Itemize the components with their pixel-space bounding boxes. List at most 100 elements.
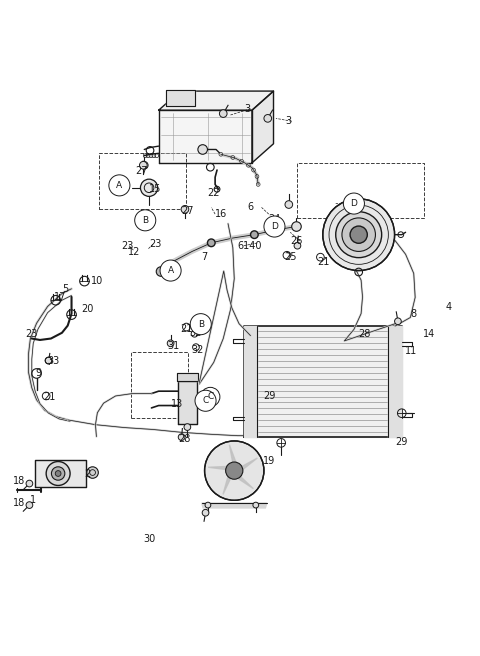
Circle shape — [285, 201, 293, 209]
Circle shape — [205, 502, 211, 508]
Text: 29: 29 — [396, 437, 408, 447]
Text: 21: 21 — [43, 392, 55, 402]
Circle shape — [253, 502, 259, 508]
Circle shape — [350, 226, 367, 243]
Polygon shape — [166, 90, 194, 106]
Circle shape — [395, 318, 401, 325]
Text: D: D — [271, 222, 278, 231]
Polygon shape — [244, 326, 257, 437]
Text: 8: 8 — [410, 308, 416, 319]
Text: 32: 32 — [190, 328, 202, 338]
Polygon shape — [229, 445, 237, 470]
Polygon shape — [359, 213, 387, 256]
Circle shape — [195, 390, 216, 411]
Polygon shape — [234, 458, 257, 470]
Circle shape — [190, 314, 211, 335]
Polygon shape — [234, 470, 253, 489]
Text: 1: 1 — [30, 495, 36, 505]
Text: D: D — [350, 199, 357, 208]
Circle shape — [181, 205, 189, 213]
Polygon shape — [202, 503, 267, 508]
Circle shape — [226, 462, 243, 480]
Text: 3: 3 — [286, 116, 291, 126]
Text: 25: 25 — [284, 252, 297, 262]
Text: 24: 24 — [269, 214, 281, 224]
Text: 10: 10 — [91, 276, 103, 286]
Polygon shape — [244, 326, 402, 437]
Text: A: A — [116, 181, 122, 190]
Text: B: B — [142, 216, 148, 225]
Text: 16: 16 — [215, 209, 228, 219]
Text: 23: 23 — [121, 241, 133, 251]
Text: 28: 28 — [179, 434, 191, 444]
Text: 2: 2 — [84, 469, 91, 479]
Polygon shape — [177, 373, 198, 380]
Text: 26: 26 — [343, 199, 355, 209]
Text: 31: 31 — [167, 341, 180, 351]
Text: 29: 29 — [263, 391, 276, 401]
Text: 13: 13 — [170, 399, 183, 409]
Circle shape — [342, 218, 375, 251]
Circle shape — [160, 260, 181, 281]
Text: 32: 32 — [191, 344, 204, 354]
Circle shape — [46, 462, 70, 485]
Text: 7: 7 — [201, 252, 207, 262]
Text: 23: 23 — [25, 329, 38, 338]
Circle shape — [264, 216, 285, 237]
Text: 19: 19 — [263, 456, 275, 466]
Text: 18: 18 — [12, 498, 25, 508]
Polygon shape — [158, 110, 252, 163]
Circle shape — [198, 145, 207, 154]
Circle shape — [202, 510, 209, 516]
Circle shape — [219, 110, 227, 117]
Circle shape — [184, 424, 191, 430]
Text: 9: 9 — [35, 369, 41, 379]
Circle shape — [141, 179, 157, 196]
Circle shape — [45, 358, 52, 364]
Text: 20: 20 — [81, 304, 94, 314]
Circle shape — [135, 210, 156, 231]
Text: 17: 17 — [54, 292, 67, 302]
Text: 33: 33 — [48, 356, 60, 365]
Circle shape — [26, 502, 33, 508]
Text: 27: 27 — [181, 206, 194, 216]
Circle shape — [178, 434, 185, 440]
Circle shape — [292, 222, 301, 232]
Polygon shape — [208, 466, 234, 470]
Circle shape — [251, 231, 258, 239]
Circle shape — [140, 161, 147, 169]
Polygon shape — [35, 460, 86, 487]
Text: 6: 6 — [247, 203, 253, 213]
Circle shape — [51, 467, 65, 480]
Text: A: A — [168, 266, 174, 275]
Polygon shape — [388, 326, 402, 437]
Text: C: C — [207, 392, 214, 401]
Circle shape — [26, 480, 33, 487]
Text: 21: 21 — [180, 324, 192, 334]
Text: B: B — [198, 319, 204, 329]
Circle shape — [201, 387, 220, 407]
Polygon shape — [252, 91, 274, 163]
Polygon shape — [223, 470, 234, 495]
Circle shape — [156, 267, 166, 276]
Text: 18: 18 — [12, 476, 25, 486]
Circle shape — [87, 467, 98, 478]
Circle shape — [336, 212, 382, 258]
Circle shape — [207, 239, 215, 247]
Circle shape — [323, 199, 395, 270]
Circle shape — [141, 161, 148, 169]
Circle shape — [167, 340, 174, 346]
Text: 11: 11 — [405, 346, 418, 356]
Text: 3: 3 — [245, 104, 251, 113]
Circle shape — [55, 470, 61, 476]
Text: C: C — [203, 396, 209, 405]
Text: 22: 22 — [207, 188, 220, 198]
Text: 15: 15 — [149, 184, 161, 194]
Text: 5: 5 — [62, 284, 68, 294]
Text: 4: 4 — [446, 302, 452, 312]
Circle shape — [204, 441, 264, 501]
Text: 12: 12 — [128, 247, 140, 257]
Circle shape — [294, 242, 301, 249]
Text: 14: 14 — [423, 329, 435, 338]
Text: 23: 23 — [149, 239, 161, 249]
